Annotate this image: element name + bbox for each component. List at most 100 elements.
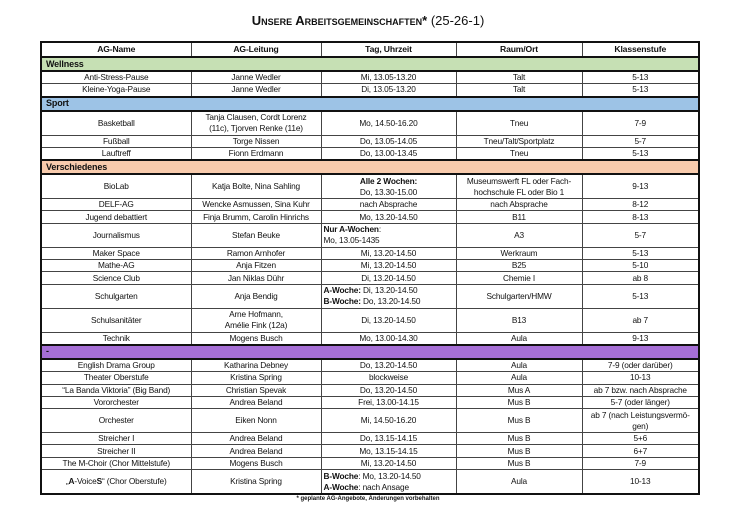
cell-ag-leitung: Andrea Beland [190,432,322,446]
cell-line: gen) [585,421,697,432]
cell-tag-uhrzeit: Di, 13.20-14.50 [320,271,457,285]
table-row: Mathe-AG Anja Fitzen Mi, 13.20-14.50 B25 5-1… [40,259,700,273]
cell-tag-uhrzeit: Di, 13.20-14.50 [320,307,457,333]
cell-klassenstufe: 7-9 [581,110,700,136]
cell-raum-ort: Aula [455,469,583,495]
cell-ag-name: English Drama Group [40,358,192,373]
text-segment: Alle 2 Wochen: [359,175,418,186]
cell-tag-uhrzeit: Mo, 14.50-16.20 [320,110,457,136]
cell-ag-leitung: Arne Hofmann, Amélie Fink (12a) [190,307,322,333]
cell-klassenstufe: 5+6 [581,432,700,446]
cell-line: (11c), Tjorven Renke (11e) [194,123,319,134]
cell-raum-ort: Werkraum [455,246,583,261]
cell-tag-uhrzeit: Mo, 13.15-14.15 [320,444,457,458]
text-segment: : Mo, 13.20-14.50 [358,470,421,481]
cell-raum-ort: Talt [455,83,583,98]
cell-raum-ort: Mus A [455,383,583,397]
cell-tag-uhrzeit: Mo, 13.20-14.50 [320,210,457,224]
cell-line: Nur A-Wochen: [324,224,454,235]
cell-tag-uhrzeit: Di, 13.05-13.20 [320,83,457,98]
cell-line: hochschule FL oder Bio 1 [459,187,580,198]
cell-raum-ort: Tneu [455,146,583,161]
cell-ag-leitung: Jan Niklas Dühr [190,271,322,285]
cell-ag-leitung: Kristina Spring [190,469,322,495]
cell-klassenstufe: 5-7 (oder länger) [581,395,700,410]
cell-ag-leitung: Finja Brumm, Carolin Hinrichs [190,210,322,224]
cell-ag-name: Theater Oberstufe [40,371,192,385]
cell-raum-ort: Museumswerft FL oder Fach-hochschule FL … [455,173,583,200]
cell-line: A-Woche: Di, 13.20-14.50 [324,285,454,296]
header-row: AG-Name AG-Leitung Tag, Uhrzeit Raum/Ort… [40,41,700,58]
cell-line: A-Woche: nach Ansage [324,482,454,493]
text-segment: A [68,476,75,487]
text-segment: (11c), Tjorven Renke (11e) [209,123,303,134]
table-row: Maker Space Ramon Arnhofer Mi, 13.20-14.50… [40,246,700,261]
text-segment: Di, 13.20-14.50 [360,285,418,296]
section-header: Sport [40,95,700,112]
text-segment: gen) [632,420,649,431]
table-row: Journalismus Stefan Beuke Nur A-Wochen: Mo,… [40,222,700,248]
title-suffix: (25-26-1) [427,13,485,28]
text-segment: Museumswerft FL oder Fach- [466,175,572,186]
cell-ag-name: BioLab [40,173,192,200]
cell-ag-name: Lauftreff [40,146,192,161]
cell-klassenstufe: 8-12 [581,198,700,212]
text-segment: Mo, 13.05-1435 [323,235,380,246]
table-row: Kleine-Yoga-Pause Janne Wedler Di, 13.05-1… [40,83,700,98]
cell-ag-leitung: Andrea Beland [190,395,322,410]
cell-tag-uhrzeit: blockweise [320,371,457,385]
cell-tag-uhrzeit: Do, 13.20-14.50 [320,358,457,373]
cell-ag-leitung: Mogens Busch [190,456,322,471]
cell-raum-ort: Mus B [455,444,583,458]
cell-ag-name: Vororchester [40,395,192,410]
cell-ag-leitung: Tanja Clausen, Cordt Lorenz (11c), Tjorve… [190,110,322,136]
cell-raum-ort: B11 [455,210,583,224]
text-segment: hochschule FL oder Bio 1 [473,186,565,197]
cell-raum-ort: Mus B [455,395,583,410]
text-segment: Do, 13.30-15.00 [359,186,418,197]
cell-klassenstufe: 6+7 [581,444,700,458]
cell-raum-ort: A3 [455,222,583,248]
text-segment: : nach Ansage [358,481,409,492]
cell-raum-ort: Mus B [455,456,583,471]
cell-ag-leitung: Christian Spevak [190,383,322,397]
cell-tag-uhrzeit: Mi, 13.20-14.50 [320,259,457,273]
cell-klassenstufe: 8-13 [581,210,700,224]
cell-klassenstufe: ab 7 bzw. nach Absprache [581,383,700,397]
cell-klassenstufe: 5-13 [581,246,700,261]
cell-klassenstufe: 5-10 [581,259,700,273]
cell-ag-leitung: Stefan Beuke [190,222,322,248]
cell-ag-name: Kleine-Yoga-Pause [40,83,192,98]
cell-tag-uhrzeit: Frei, 13.00-14.15 [320,395,457,410]
text-segment: ab 7 (nach Leistungsvermö- [590,409,690,420]
cell-ag-name: Schulsanitäter [40,307,192,333]
cell-klassenstufe: ab 8 [581,271,700,285]
cell-tag-uhrzeit: Mi, 13.05-13.20 [320,70,457,85]
cell-ag-name: Streicher II [40,444,192,458]
table-row: BioLab Katja Bolte, Nina Sahling Alle 2 Wo… [40,173,700,200]
cell-tag-uhrzeit: Mi, 13.20-14.50 [320,456,457,471]
table-row: DELF-AG Wencke Asmussen, Sina Kuhr nach Ab… [40,198,700,212]
table-row: Basketball Tanja Clausen, Cordt Lorenz (11… [40,110,700,136]
table-row: Science Club Jan Niklas Dühr Di, 13.20-14.… [40,271,700,285]
cell-line: ab 7 (nach Leistungsvermö- [585,410,697,421]
section-row: - [40,343,700,360]
cell-raum-ort: Mus B [455,408,583,434]
cell-ag-name: Science Club [40,271,192,285]
cell-ag-name: Maker Space [40,246,192,261]
table-row: Schulsanitäter Arne Hofmann, Amélie Fink (… [40,307,700,333]
cell-klassenstufe: 7-9 [581,456,700,471]
cell-ag-name: Streicher I [40,432,192,446]
cell-klassenstufe: ab 7 [581,307,700,333]
cell-ag-leitung: Katharina Debney [190,358,322,373]
text-segment: B-Woche [323,470,359,481]
cell-ag-leitung: Mogens Busch [190,331,322,346]
text-segment: Arne Hofmann, [229,309,283,320]
cell-raum-ort: Tneu [455,110,583,136]
page-title: Unsere Arbeitsgemeinschaften* (25-26-1) [0,13,736,28]
table-row: Schulgarten Anja Bendig A-Woche: Di, 13.20… [40,283,700,309]
section-row: Verschiedenes [40,159,700,176]
table-row: „A-VoiceS“ (Chor Oberstufe) Kristina Spri… [40,469,700,495]
col-raum-ort: Raum/Ort [455,41,583,58]
cell-klassenstufe: 10-13 [581,371,700,385]
